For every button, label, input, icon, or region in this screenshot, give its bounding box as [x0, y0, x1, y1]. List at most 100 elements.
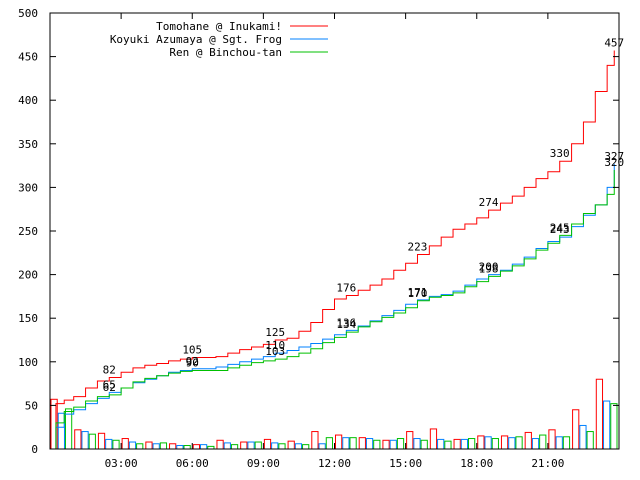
x-axis: 03:00 06:00 09:00 12:00 15:00 18:00 21:00	[105, 13, 564, 470]
hourly-bar	[603, 400, 611, 450]
y-tick-label: 400	[18, 94, 38, 107]
hourly-bar	[539, 434, 547, 450]
data-label: 200	[479, 261, 499, 274]
x-tick-label: 03:00	[105, 457, 138, 470]
series-lines-layer	[50, 50, 615, 450]
hourly-bar	[199, 444, 208, 450]
hourly-bar	[223, 442, 231, 450]
data-label: 243	[550, 223, 570, 236]
hourly-bar	[444, 440, 452, 450]
data-label: 245	[550, 221, 570, 234]
y-axis: 0 50 100 150 200 250 300 350 400 450 500	[18, 7, 619, 456]
hourly-bar	[555, 436, 563, 450]
data-label: 198	[479, 262, 499, 275]
hourly-bar	[136, 443, 144, 450]
hourly-bar	[169, 443, 177, 450]
x-tick-label: 21:00	[531, 457, 564, 470]
hourly-bar	[311, 431, 319, 450]
hourly-bar	[278, 443, 286, 450]
hourly-bar	[192, 444, 200, 450]
hourly-bar	[64, 408, 73, 450]
hourly-bar	[420, 439, 428, 450]
data-label: 103	[265, 345, 285, 358]
hourly-bar	[572, 409, 580, 450]
legend-label: Koyuki Azumaya @ Sgt. Frog	[110, 33, 282, 46]
hourly-bar	[365, 438, 374, 450]
hourly-bar	[302, 444, 310, 450]
data-label: 457	[604, 36, 624, 49]
hourly-bar	[595, 378, 604, 450]
hourly-bar	[406, 431, 414, 450]
hourly-bar	[389, 439, 397, 450]
hourly-bar	[342, 437, 350, 450]
x-tick-label: 18:00	[460, 457, 493, 470]
y-tick-label: 150	[18, 312, 38, 325]
data-label: 320	[604, 156, 624, 169]
hourly-bar	[121, 438, 129, 450]
hourly-bar	[610, 403, 618, 450]
hourly-bar	[216, 439, 224, 450]
hourly-bar	[484, 436, 492, 450]
hourly-bar	[271, 442, 279, 450]
hourly-bar	[373, 439, 381, 450]
hourly-bar	[112, 439, 120, 450]
hourly-bar	[477, 435, 485, 450]
hourly-bar	[468, 438, 476, 450]
legend-label: Tomohane @ Inukami!	[156, 20, 282, 33]
y-tick-label: 350	[18, 138, 38, 151]
y-tick-label: 50	[25, 399, 38, 412]
series-line	[50, 163, 615, 450]
hourly-bar	[318, 443, 326, 450]
x-tick-label: 12:00	[318, 457, 351, 470]
data-label: 134	[336, 318, 356, 331]
hourly-bar	[524, 431, 532, 450]
legend-label: Ren @ Binchou-tan	[169, 46, 282, 59]
hourly-bar	[548, 429, 556, 450]
hourly-bar	[453, 438, 461, 450]
hourly-bar	[247, 441, 255, 450]
hourly-bar	[382, 439, 390, 450]
y-tick-label: 0	[31, 443, 38, 456]
x-tick-label: 15:00	[389, 457, 422, 470]
hourly-bar	[57, 412, 65, 450]
hourly-bar	[396, 438, 405, 450]
hourly-bar	[579, 424, 587, 450]
hourly-bar	[240, 441, 248, 450]
hourly-bar	[349, 437, 357, 450]
series-line	[50, 169, 615, 450]
hourly-bar	[74, 429, 82, 450]
hourly-bar	[437, 438, 445, 450]
y-tick-label: 100	[18, 356, 38, 369]
data-label: 223	[408, 241, 428, 254]
hourly-bar	[183, 445, 191, 450]
hourly-bar	[97, 432, 106, 450]
legend: Tomohane @ Inukami!Koyuki Azumaya @ Sgt.…	[110, 20, 328, 59]
data-label: 65	[103, 378, 116, 391]
hourly-bar	[159, 442, 168, 450]
hourly-bar	[128, 441, 137, 450]
data-label: 170	[408, 287, 428, 300]
data-label: 62	[103, 381, 116, 394]
y-tick-label: 300	[18, 181, 38, 194]
x-tick-label: 09:00	[247, 457, 280, 470]
y-tick-label: 250	[18, 225, 38, 238]
data-label: 136	[336, 316, 356, 329]
plot-frame	[49, 12, 620, 450]
hourly-bar	[460, 438, 469, 450]
y-tick-label: 200	[18, 269, 38, 282]
data-label: 171	[408, 286, 428, 299]
hourly-bar	[176, 445, 184, 450]
hourly-bar	[287, 440, 295, 450]
data-label: 90	[186, 357, 199, 370]
data-label: 110	[265, 339, 285, 352]
hourly-bars-layer	[50, 378, 618, 450]
data-label: 82	[103, 363, 116, 376]
data-labels-layer: 82 105 125 176 223 274 330 457 65 92 110 136 171 200 2…	[103, 36, 625, 393]
hourly-bar	[413, 438, 421, 450]
hourly-bar	[500, 435, 509, 450]
hourly-bar	[81, 431, 89, 450]
hourly-bar	[105, 438, 113, 450]
data-label: 176	[336, 282, 356, 295]
hourly-bar	[254, 441, 262, 450]
